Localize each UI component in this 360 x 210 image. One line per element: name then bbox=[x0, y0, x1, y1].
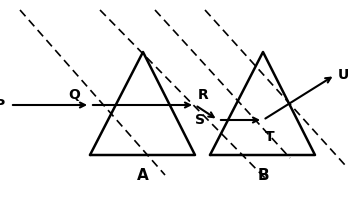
Text: P: P bbox=[0, 98, 5, 112]
Text: R: R bbox=[198, 88, 209, 102]
Text: A: A bbox=[137, 168, 149, 183]
Text: T: T bbox=[265, 130, 275, 144]
Text: B: B bbox=[257, 168, 269, 183]
Text: S: S bbox=[195, 113, 205, 127]
Text: U: U bbox=[338, 68, 349, 82]
Text: Q: Q bbox=[68, 88, 80, 102]
